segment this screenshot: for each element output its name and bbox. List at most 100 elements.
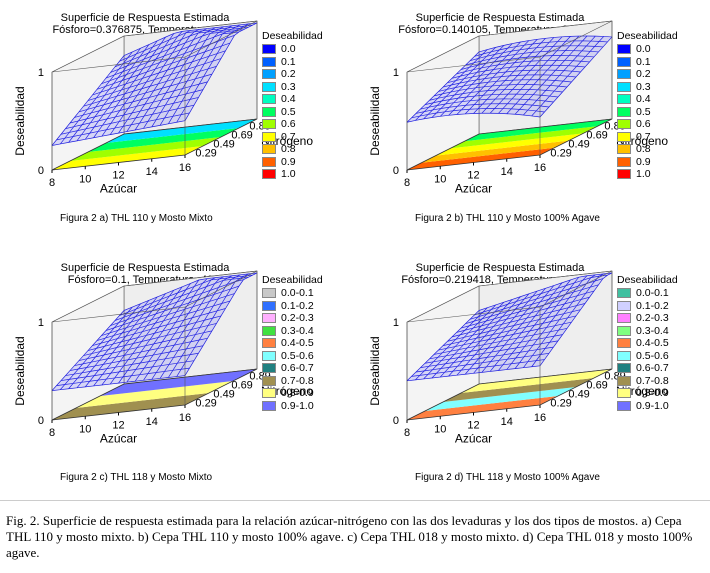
floor-contour-band [407, 147, 555, 170]
legend-label: 0.4 [636, 93, 651, 106]
legend-label: 0.2 [281, 68, 296, 81]
surface-plot: 8 10 12 14 160.290.490.690.8901AzúcarNitróge… [13, 20, 313, 196]
surface-mesh-line [176, 23, 249, 123]
surface-mesh-line [110, 29, 244, 73]
legend-item: 0.0 [617, 43, 678, 56]
surface-mesh-line [523, 35, 596, 116]
panel-caption: Figura 2 c) THL 118 y Mosto Mixto [60, 472, 213, 483]
chart-panel-b: Superficie de Respuesta Estimada Fósforo=… [355, 0, 710, 245]
surface-mesh-line [478, 35, 613, 53]
legend-item: 0.1 [617, 56, 678, 69]
legend-swatch [617, 44, 631, 55]
floor-contour-band [100, 369, 257, 396]
surface-mesh-line [523, 274, 596, 368]
x-tick-label: 10 [434, 423, 446, 435]
legend-swatch [262, 131, 276, 142]
floor-contour-band [407, 396, 558, 420]
x-tick-label: 8 [404, 177, 410, 189]
legend-label: 0.0 [636, 43, 651, 56]
legend-item: 0.4 [617, 93, 678, 106]
surface-mesh-line [123, 272, 258, 311]
legend-item: 0.3-0.4 [262, 325, 323, 338]
legend-label: 0.1-0.2 [281, 299, 314, 312]
legend-swatch [617, 156, 631, 167]
surface-mesh-line [159, 275, 233, 379]
legend-item: 0.5-0.6 [617, 350, 678, 363]
floor-contour-band [88, 128, 239, 152]
legend-item: 0.6 [262, 118, 323, 131]
surface-mesh-line [451, 303, 586, 338]
legend-label: 0.5-0.6 [281, 349, 314, 362]
legend-label: 0.5-0.6 [636, 349, 669, 362]
legend-label: 0.0 [281, 43, 296, 56]
response-surface [51, 272, 258, 391]
legend-swatch [262, 363, 276, 374]
legend-swatch [617, 81, 631, 92]
legend-item: 0.8 [617, 143, 678, 156]
surface-mesh-line [531, 36, 604, 117]
caption-divider [0, 500, 710, 501]
panel-caption: Figura 2 d) THL 118 y Mosto 100% Agave [415, 472, 600, 483]
y-tick-label: 0.29 [195, 397, 216, 409]
legend-item: 0.8-0.9 [262, 387, 323, 400]
legend-item: 0.7-0.8 [617, 375, 678, 388]
legend-swatch [262, 400, 276, 411]
surface-mesh-line [481, 285, 555, 373]
surface-mesh-line [159, 25, 233, 126]
surface-mesh-line [447, 309, 581, 342]
legend-swatch [617, 313, 631, 324]
legend-label: 0.1 [281, 55, 296, 68]
legend-label: 0.8 [281, 143, 296, 156]
x-axis-label: Azúcar [455, 182, 492, 196]
surface-mesh-line [539, 36, 613, 118]
y-tick-label: 0.49 [213, 388, 234, 400]
chart-panel-d: Superficie de Respuesta Estimada Fósforo=… [355, 250, 710, 495]
legend-label: 0.3-0.4 [281, 324, 314, 337]
z-tick-label: 0 [38, 415, 44, 427]
legend-swatch [617, 325, 631, 336]
x-tick-label: 8 [49, 427, 55, 439]
legend-item: 0.4 [262, 93, 323, 106]
legend-title: Deseabilidad [262, 274, 323, 286]
chart-title: Superficie de Respuesta Estimada [60, 262, 230, 274]
response-surface [51, 22, 258, 146]
surface-mesh-line [460, 290, 595, 329]
legend-swatch [617, 388, 631, 399]
z-tick-label: 0 [38, 165, 44, 177]
x-tick-label: 16 [179, 412, 191, 424]
surface-mesh-line [465, 50, 599, 66]
legend-item: 0.5 [262, 106, 323, 119]
floor-contour-band [464, 119, 612, 142]
legend-item: 0.3-0.4 [617, 325, 678, 338]
legend-item: 0.3 [262, 81, 323, 94]
surface-mesh-line [447, 69, 581, 84]
legend-item: 0.7 [262, 131, 323, 144]
y-tick-label: 0.69 [231, 379, 252, 391]
y-tick-label: 0.29 [550, 147, 571, 159]
legend-label: 0.2 [636, 68, 651, 81]
legend-label: 0.7-0.8 [281, 374, 314, 387]
x-tick-label: 10 [79, 423, 91, 435]
surface-fill [52, 22, 257, 146]
legend-label: 0.4-0.5 [281, 337, 314, 350]
legend-item: 0.6-0.7 [617, 362, 678, 375]
legend-swatch [262, 69, 276, 80]
surface-mesh-line [87, 58, 222, 101]
legend-item: 0.1-0.2 [617, 300, 678, 313]
chart-panel-a: Superficie de Respuesta Estimada Fósforo=… [0, 0, 355, 245]
x-tick-label: 14 [146, 166, 158, 178]
surface-mesh-line [123, 22, 258, 56]
legend-title: Deseabilidad [262, 30, 323, 42]
legend-label: 1.0 [636, 168, 651, 181]
legend-swatch [262, 56, 276, 67]
surface-mesh-line [498, 36, 571, 114]
x-tick-label: 14 [501, 166, 513, 178]
floor-contour-band [76, 381, 233, 408]
floor-contour-band [443, 378, 594, 402]
legend-item: 0.1 [262, 56, 323, 69]
legend-swatch [262, 325, 276, 336]
surface-plot: 8 10 12 14 160.290.490.690.8901AzúcarNitróge… [368, 270, 668, 446]
x-tick-label: 10 [434, 173, 446, 185]
floor-contour-band [450, 126, 598, 149]
z-axis-label: Deseabilidad [13, 336, 27, 405]
